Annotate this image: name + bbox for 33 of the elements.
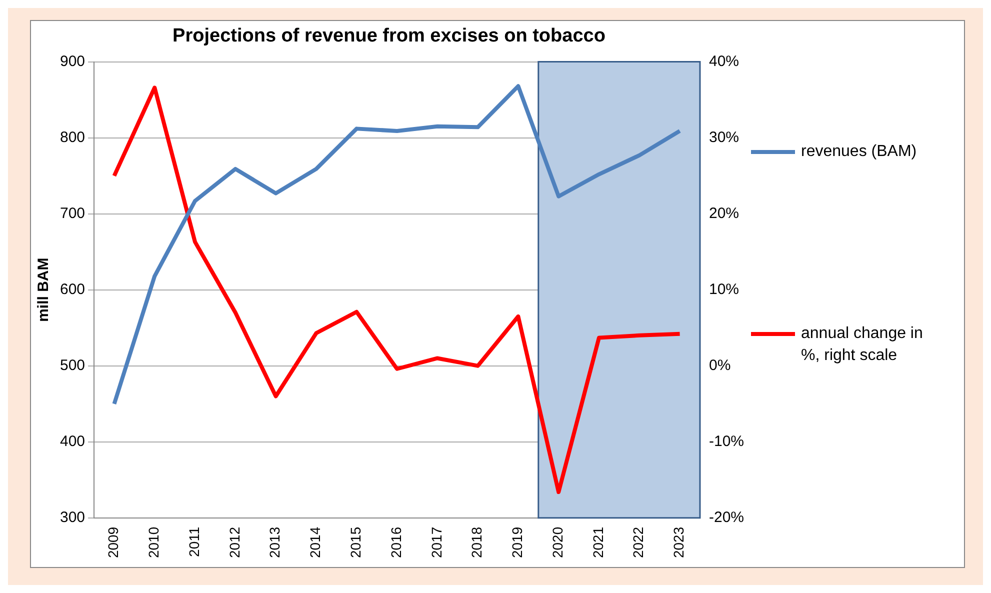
x-tick-label: 2020 (549, 526, 566, 558)
x-tick-label: 2016 (388, 526, 404, 558)
y2-tick-label: 40% (708, 52, 740, 70)
y2-tick-label: 20% (708, 204, 740, 222)
y-tick-label: 500 (60, 356, 86, 374)
y-tick-label: 600 (60, 280, 86, 298)
x-tick-label: 2018 (468, 526, 485, 558)
x-tick-label: 2019 (509, 526, 526, 558)
x-tick-label: 2014 (307, 526, 324, 558)
x-tick-label: 2010 (145, 526, 162, 558)
y-tick-label: 700 (60, 204, 86, 222)
y-tick-label: 800 (60, 128, 86, 146)
y2-tick-label: -20% (708, 508, 744, 526)
y-tick-label: 300 (60, 508, 86, 526)
y2-tick-label: 0% (708, 356, 731, 374)
legend-label: revenues (BAM) (801, 142, 918, 162)
x-tick-label: 2013 (266, 526, 283, 558)
x-tick-label: 2022 (630, 526, 646, 558)
y2-tick-label: 30% (708, 128, 740, 146)
y2-tick-label: 10% (708, 280, 740, 298)
x-tick-label: 2015 (347, 526, 364, 558)
legend-label: annual change in %, right scale (801, 324, 924, 366)
x-tick-label: 2017 (428, 526, 444, 558)
chart-title: Projections of revenue from excises on tobacco (172, 26, 606, 47)
x-tick-label: 2023 (670, 526, 687, 558)
x-tick-label: 2012 (226, 526, 242, 558)
x-tick-label: 2011 (186, 526, 202, 557)
y2-tick-label: -10% (708, 432, 744, 450)
y-tick-label: 400 (60, 432, 86, 450)
y-axis-title: mill BAM (35, 258, 52, 322)
y-tick-label: 900 (60, 52, 86, 70)
x-tick-label: 2021 (590, 526, 606, 558)
x-tick-label: 2009 (105, 526, 122, 558)
